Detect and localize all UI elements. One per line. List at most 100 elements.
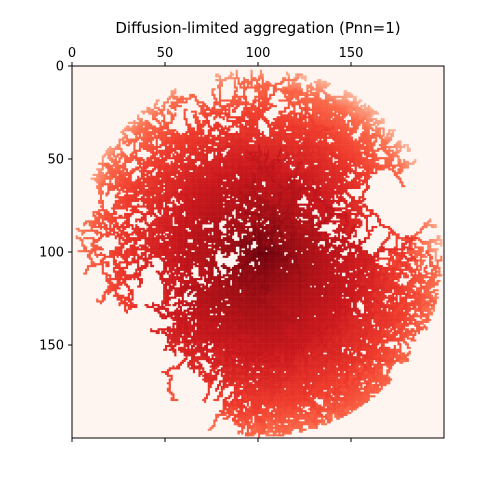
aggregate-cell	[137, 139, 139, 141]
aggregate-cell	[139, 135, 141, 137]
aggregate-cell	[297, 137, 299, 139]
aggregate-cell	[277, 159, 279, 161]
aggregate-cell	[286, 161, 288, 163]
aggregate-cell	[357, 148, 359, 150]
aggregate-cell	[217, 137, 219, 139]
aggregate-cell	[152, 139, 154, 141]
aggregate-cell	[318, 140, 320, 142]
aggregate-cell	[334, 127, 336, 129]
aggregate-cell	[306, 155, 308, 157]
aggregate-cell	[239, 159, 241, 161]
aggregate-cell	[137, 118, 139, 120]
aggregate-cell	[187, 163, 189, 165]
aggregate-cell	[329, 157, 331, 159]
aggregate-cell	[273, 165, 275, 167]
aggregate-cell	[278, 163, 280, 165]
aggregate-cell	[239, 146, 241, 148]
aggregate-cell	[318, 103, 320, 105]
aggregate-cell	[265, 81, 267, 83]
aggregate-cell	[305, 120, 307, 122]
aggregate-cell	[269, 131, 271, 133]
aggregate-cell	[338, 139, 340, 141]
aggregate-cell	[120, 157, 122, 159]
aggregate-cell	[334, 170, 336, 172]
aggregate-cell	[167, 152, 169, 154]
aggregate-cell	[197, 122, 199, 124]
aggregate-cell	[150, 133, 152, 135]
aggregate-cell	[195, 118, 197, 120]
aggregate-cell	[143, 159, 145, 161]
aggregate-cell	[154, 153, 156, 155]
aggregate-cell	[223, 116, 225, 118]
aggregate-cell	[364, 127, 366, 129]
aggregate-cell	[176, 105, 178, 107]
aggregate-cell	[366, 139, 368, 141]
aggregate-cell	[247, 140, 249, 142]
aggregate-cell	[223, 163, 225, 165]
aggregate-cell	[297, 144, 299, 146]
aggregate-cell	[291, 157, 293, 159]
aggregate-cell	[327, 96, 329, 98]
aggregate-cell	[310, 144, 312, 146]
aggregate-cell	[180, 146, 182, 148]
aggregate-cell	[130, 157, 132, 159]
aggregate-cell	[277, 148, 279, 150]
aggregate-cell	[238, 161, 240, 163]
aggregate-cell	[297, 165, 299, 167]
aggregate-cell	[306, 124, 308, 126]
aggregate-cell	[243, 81, 245, 83]
aggregate-cell	[299, 140, 301, 142]
aggregate-cell	[238, 137, 240, 139]
aggregate-cell	[165, 163, 167, 165]
aggregate-cell	[325, 124, 327, 126]
aggregate-cell	[187, 157, 189, 159]
aggregate-cell	[371, 114, 373, 116]
aggregate-cell	[358, 152, 360, 154]
aggregate-cell	[314, 124, 316, 126]
aggregate-cell	[273, 90, 275, 92]
aggregate-cell	[351, 142, 353, 144]
aggregate-cell	[252, 105, 254, 107]
aggregate-cell	[342, 98, 344, 100]
aggregate-cell	[167, 129, 169, 131]
aggregate-cell	[156, 165, 158, 167]
aggregate-cell	[370, 109, 372, 111]
aggregate-cell	[329, 124, 331, 126]
aggregate-cell	[357, 127, 359, 129]
aggregate-cell	[286, 129, 288, 131]
aggregate-cell	[264, 92, 266, 94]
aggregate-cell	[364, 135, 366, 137]
aggregate-cell	[249, 135, 251, 137]
aggregate-cell	[254, 144, 256, 146]
aggregate-cell	[212, 159, 214, 161]
aggregate-cell	[319, 88, 321, 90]
aggregate-cell	[282, 90, 284, 92]
aggregate-cell	[223, 148, 225, 150]
aggregate-cell	[338, 137, 340, 139]
aggregate-cell	[362, 161, 364, 163]
aggregate-cell	[171, 114, 173, 116]
aggregate-cell	[223, 161, 225, 163]
aggregate-cell	[228, 137, 230, 139]
aggregate-cell	[252, 163, 254, 165]
aggregate-cell	[251, 83, 253, 85]
aggregate-cell	[111, 161, 113, 163]
aggregate-cell	[278, 155, 280, 157]
aggregate-cell	[176, 101, 178, 103]
aggregate-cell	[357, 150, 359, 152]
aggregate-cell	[184, 146, 186, 148]
aggregate-cell	[189, 152, 191, 154]
aggregate-cell	[291, 83, 293, 85]
aggregate-cell	[271, 140, 273, 142]
aggregate-cell	[230, 103, 232, 105]
aggregate-cell	[271, 124, 273, 126]
aggregate-cell	[327, 94, 329, 96]
aggregate-cell	[366, 157, 368, 159]
aggregate-cell	[277, 166, 279, 168]
aggregate-cell	[349, 155, 351, 157]
aggregate-cell	[321, 107, 323, 109]
aggregate-cell	[375, 131, 377, 133]
aggregate-cell	[245, 124, 247, 126]
aggregate-cell	[329, 105, 331, 107]
